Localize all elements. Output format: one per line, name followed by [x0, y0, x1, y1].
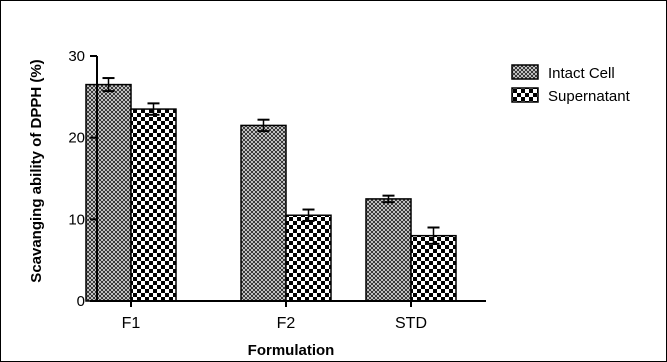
bar-intact-cell-f1 — [85, 83, 132, 302]
error-bar-intact-cell-std — [382, 194, 395, 204]
bar-supernatant-f1 — [130, 108, 177, 302]
x-tick-label-f2: F2 — [277, 315, 296, 332]
x-axis-title: Formulation — [248, 342, 335, 359]
x-tick-label-f1: F1 — [122, 315, 141, 332]
legend-label: Intact Cell — [548, 65, 615, 82]
x-ticks-group: F1 F2 STD — [122, 301, 427, 332]
legend-swatch — [511, 87, 539, 103]
error-bar-intact-cell-f1 — [102, 77, 115, 93]
bars-group — [85, 83, 457, 302]
bar-intact-cell-f2 — [240, 124, 287, 302]
y-ticks-group: 0 10 20 30 — [68, 48, 97, 310]
bar-supernatant-f2 — [285, 214, 332, 302]
legend-item-supernatant: Supernatant — [511, 87, 631, 105]
bar-intact-cell-std — [365, 198, 412, 302]
y-tick-label: 0 — [77, 293, 85, 310]
y-tick-label: 30 — [68, 48, 85, 65]
x-tick-label-std: STD — [395, 315, 427, 332]
legend-swatch — [511, 64, 539, 80]
y-axis-title: Scavanging ability of DPPH (%) — [28, 59, 45, 282]
y-tick-label: 20 — [68, 130, 85, 147]
legend: Intact Cell Supernatant — [511, 64, 631, 105]
error-bar-supernatant-f1 — [147, 102, 160, 116]
y-tick-label: 10 — [68, 211, 85, 228]
error-bars-group — [102, 77, 440, 245]
bar-supernatant-std — [410, 234, 457, 302]
error-bar-supernatant-f2 — [302, 208, 315, 222]
error-bar-supernatant-std — [427, 226, 440, 245]
error-bar-intact-cell-f2 — [257, 118, 270, 133]
legend-label: Supernatant — [548, 88, 631, 105]
legend-item-intact-cell: Intact Cell — [511, 64, 615, 82]
